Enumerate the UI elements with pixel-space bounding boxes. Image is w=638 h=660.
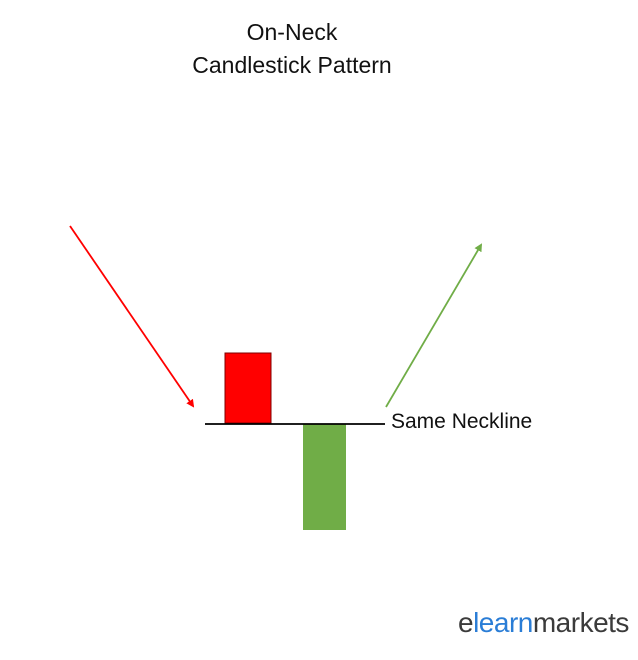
bearish-candle xyxy=(224,352,272,424)
bullish-candle xyxy=(303,424,346,530)
title-line-1: On-Neck xyxy=(246,19,338,45)
neckline-label: Same Neckline xyxy=(391,410,533,433)
downtrend-arrow xyxy=(69,225,195,408)
elearnmarkets-logo: elearnmarkets xyxy=(458,607,629,639)
logo-part-1: e xyxy=(458,607,474,638)
logo-part-2: learn xyxy=(473,607,533,638)
logo-part-3: markets xyxy=(532,607,630,638)
uptrend-arrow xyxy=(385,243,483,408)
title-line-2: Candlestick Pattern xyxy=(192,52,392,78)
diagram-title: On-Neck Candlestick Pattern xyxy=(0,16,584,82)
